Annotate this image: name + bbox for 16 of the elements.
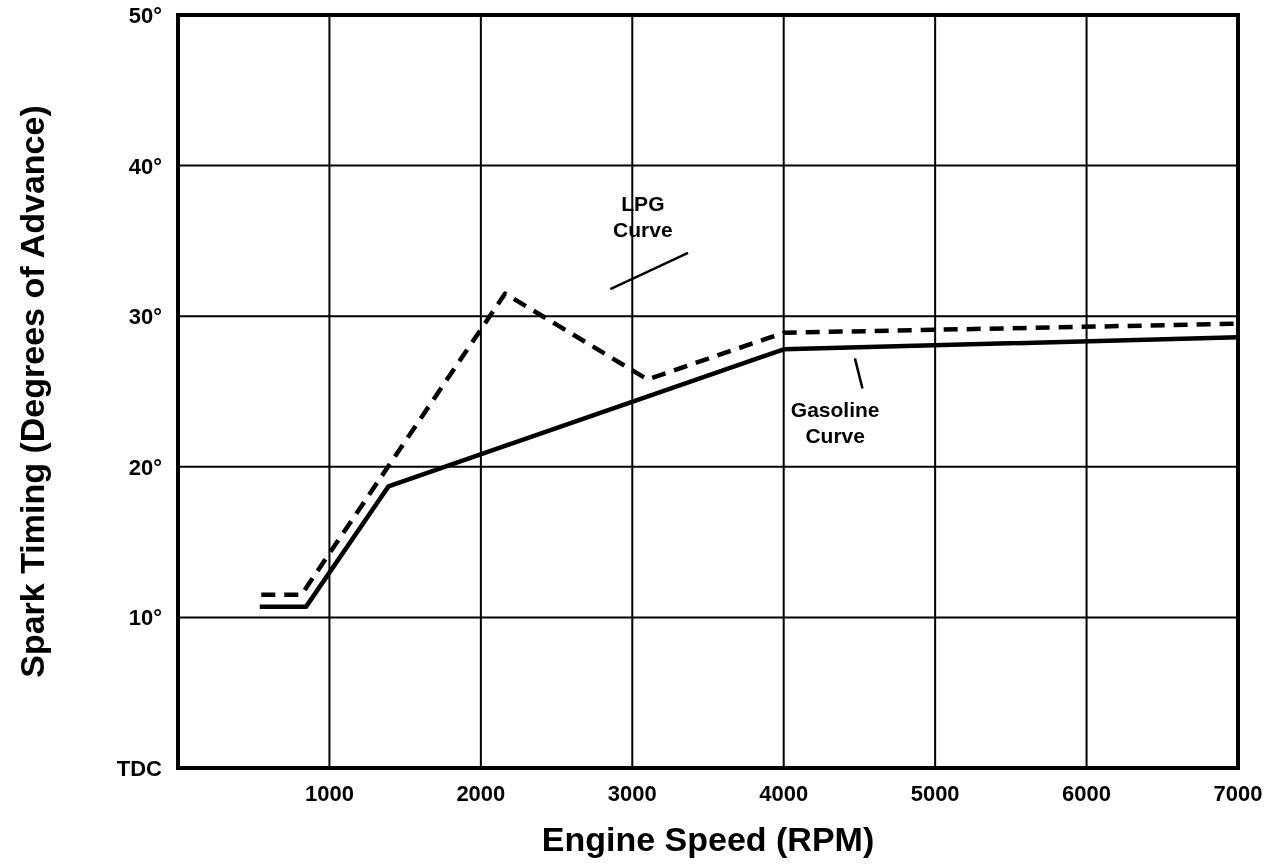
y-tick-label: TDC xyxy=(116,756,163,781)
x-tick-label: 3000 xyxy=(607,781,657,806)
y-axis-title: Spark Timing (Degrees of Advance) xyxy=(13,105,51,678)
y-tick-label: 10° xyxy=(128,605,162,631)
x-tick-label: 5000 xyxy=(910,781,960,806)
y-tick-label: 50° xyxy=(128,3,162,28)
x-tick-label: 2000 xyxy=(456,781,506,806)
y-tick-label: 40° xyxy=(128,153,162,179)
x-tick-label: 6000 xyxy=(1062,781,1112,806)
x-tick-label: 4000 xyxy=(759,781,809,806)
x-axis-title: Engine Speed (RPM) xyxy=(541,820,875,858)
y-tick-label: 30° xyxy=(128,304,162,330)
x-tick-label: 7000 xyxy=(1213,781,1263,806)
annotation: Gasoline Curve xyxy=(790,398,880,448)
x-tick-label: 1000 xyxy=(304,781,354,806)
y-tick-label: 20° xyxy=(128,454,162,480)
